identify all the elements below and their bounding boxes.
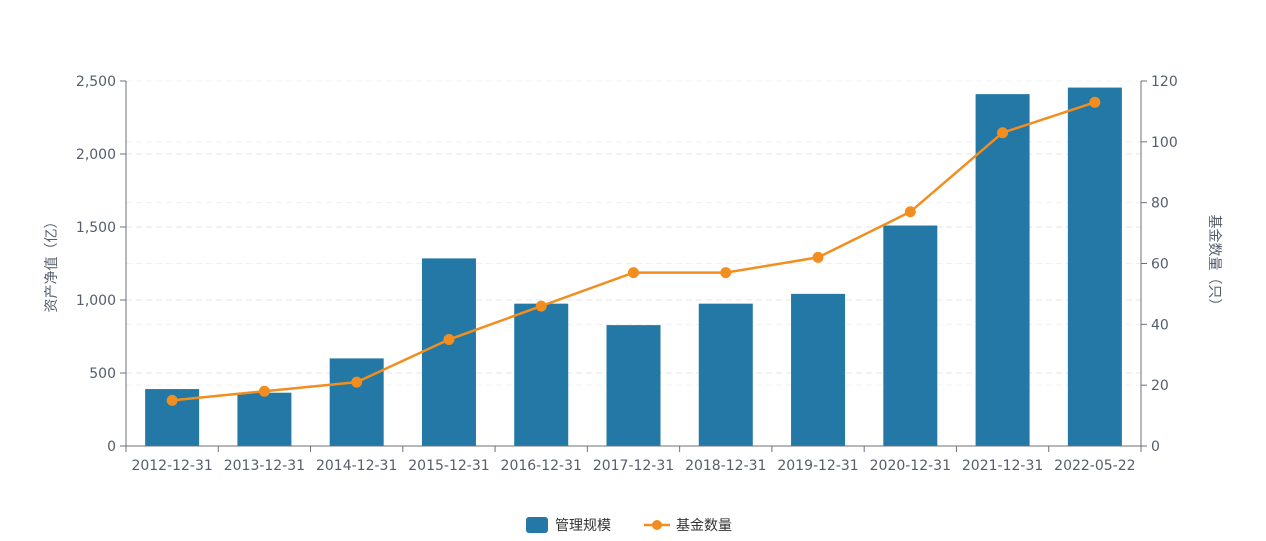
bar <box>883 225 938 446</box>
left-tick-label: 1,000 <box>76 293 116 309</box>
legend-item-line[interactable]: 基金数量 <box>644 517 732 534</box>
left-tick-label: 1,500 <box>76 220 116 236</box>
left-tick-label: 2,500 <box>76 74 116 90</box>
bar <box>329 358 384 446</box>
tick-labels: 0 500 1,000 1,500 2,000 2,500 0 20 40 60 80 100 120 2… <box>76 74 1178 474</box>
axes <box>120 80 1147 452</box>
right-tick-label: 20 <box>1151 378 1169 394</box>
x-tick-label: 2016-12-31 <box>501 458 582 474</box>
legend-line-label: 基金数量 <box>676 517 732 534</box>
bar <box>606 325 661 446</box>
left-tick-label: 0 <box>107 439 116 455</box>
gridlines <box>126 80 1141 386</box>
x-tick-label: 2021-12-31 <box>962 458 1043 474</box>
line-point <box>997 127 1009 139</box>
legend-item-bar[interactable]: 管理规模 <box>526 517 611 534</box>
right-tick-label: 0 <box>1151 439 1160 455</box>
legend-bar-swatch <box>526 517 548 533</box>
line-point <box>904 206 916 218</box>
legend-bar-label: 管理规模 <box>555 518 611 534</box>
legend-line-marker <box>652 520 662 530</box>
line-point <box>720 267 732 279</box>
x-tick-label: 2022-05-22 <box>1054 458 1135 474</box>
right-tick-label: 60 <box>1151 257 1169 273</box>
right-tick-label: 80 <box>1151 196 1169 212</box>
x-tick-label: 2014-12-31 <box>316 458 397 474</box>
bar <box>698 303 753 446</box>
line-point <box>812 251 824 263</box>
line-point <box>166 394 178 406</box>
line-point <box>258 385 270 397</box>
x-tick-label: 2020-12-31 <box>870 458 951 474</box>
x-tick-label: 2018-12-31 <box>685 458 766 474</box>
line-point <box>628 267 639 279</box>
bar-series <box>145 87 1122 446</box>
bar <box>421 258 476 446</box>
right-tick-label: 100 <box>1151 135 1178 151</box>
x-tick-label: 2013-12-31 <box>224 458 305 474</box>
x-tick-label: 2015-12-31 <box>408 458 489 474</box>
line-series <box>166 96 1101 406</box>
right-tick-label: 120 <box>1151 74 1178 90</box>
x-tick-label: 2017-12-31 <box>593 458 674 474</box>
x-tick-label: 2012-12-31 <box>131 458 212 474</box>
line-point <box>351 376 363 388</box>
line-point <box>535 300 547 312</box>
right-axis-title: 基金数量（只） <box>1206 215 1223 313</box>
right-tick-label: 40 <box>1151 317 1169 333</box>
bar <box>791 293 846 446</box>
left-tick-label: 500 <box>89 366 116 382</box>
left-axis-title: 资产净值（亿） <box>44 215 60 313</box>
bar <box>237 392 292 446</box>
bar <box>975 94 1030 446</box>
left-tick-label: 2,000 <box>76 147 116 163</box>
line-point <box>443 334 455 346</box>
line-point <box>1089 96 1101 108</box>
legend[interactable]: 管理规模 基金数量 <box>526 517 732 534</box>
bar <box>1067 87 1122 446</box>
bar <box>514 303 569 446</box>
x-tick-label: 2019-12-31 <box>777 458 858 474</box>
